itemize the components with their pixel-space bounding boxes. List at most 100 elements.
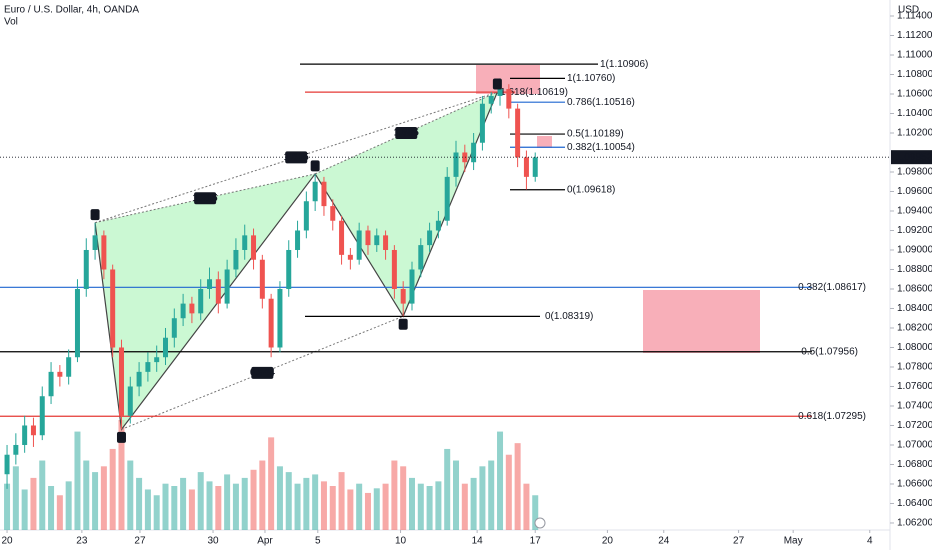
- volume-bar: [470, 477, 477, 530]
- volume-bar: [276, 466, 283, 530]
- candle-body: [110, 269, 116, 348]
- volume-bar: [479, 466, 486, 530]
- volume-bar: [180, 477, 187, 530]
- volume-bar: [426, 486, 433, 530]
- y-tick-label: 1.11200: [897, 30, 932, 41]
- fib-label: 1(1.10906): [600, 59, 648, 70]
- candle-body: [180, 303, 186, 319]
- x-tick-label: 10: [395, 536, 407, 547]
- candle-body: [259, 259, 265, 299]
- volume-bar: [382, 483, 389, 530]
- point-box: [116, 431, 126, 443]
- candle-body: [347, 254, 353, 260]
- volume-bar: [285, 472, 292, 530]
- candle-body: [74, 288, 80, 358]
- candle-body: [189, 303, 195, 314]
- candle-body: [418, 245, 424, 270]
- candle-body: [321, 181, 327, 207]
- currency-label: USD: [898, 5, 919, 16]
- candle-body: [374, 235, 380, 246]
- fib-label: 0.5(1.10189): [567, 129, 624, 140]
- point-label: B: [312, 161, 319, 172]
- volume-bar: [197, 472, 204, 530]
- volume-bar: [259, 460, 266, 530]
- fib-label: 0.5(1.07956): [801, 346, 858, 357]
- y-tick-label: 1.07000: [897, 440, 932, 451]
- x-tick-label: 30: [207, 536, 219, 547]
- candle-body: [365, 230, 371, 246]
- y-tick-label: 1.06400: [897, 498, 932, 509]
- y-tick-label: 1.09000: [897, 245, 932, 256]
- y-tick-label: 1.08800: [897, 264, 932, 275]
- volume-bar: [250, 469, 257, 530]
- fib-label: 0.786(1.10516): [567, 97, 635, 108]
- y-tick-label: 1.09800: [897, 167, 932, 178]
- candle-body: [224, 269, 230, 304]
- volume-bar: [136, 477, 143, 530]
- replay-icon[interactable]: [534, 517, 546, 529]
- candle-body: [171, 318, 177, 338]
- volume-bar: [39, 460, 46, 530]
- candle-body: [471, 142, 477, 163]
- candle-body: [57, 371, 63, 377]
- candle-body: [92, 235, 98, 250]
- volume-bar: [497, 431, 504, 530]
- volume-bar: [435, 481, 442, 530]
- y-tick-label: 1.10600: [897, 89, 932, 100]
- candle-body: [198, 288, 204, 314]
- y-tick-label: 1.09200: [897, 225, 932, 236]
- volume-bar: [162, 483, 169, 530]
- zone-box: [643, 290, 760, 353]
- candle-body: [295, 230, 301, 250]
- volume-bar: [65, 481, 72, 530]
- ratio-label: 1.615: [284, 152, 309, 163]
- x-tick-label: Apr: [257, 536, 273, 547]
- fib-label: 1(1.10760): [567, 73, 615, 84]
- ratio-line: [314, 91, 498, 175]
- y-tick-label: 1.08200: [897, 323, 932, 334]
- volume-bar: [400, 466, 407, 530]
- volume-bar: [215, 486, 222, 530]
- candle-body: [479, 103, 485, 143]
- fib-label: 1.618(1.10619): [500, 87, 568, 98]
- y-tick-label: 1.10800: [897, 69, 932, 80]
- y-tick-label: 1.06200: [897, 518, 932, 529]
- x-tick-label: May: [784, 536, 803, 547]
- volume-bar: [453, 460, 460, 530]
- x-tick-label: 24: [658, 536, 670, 547]
- volume-bar: [127, 460, 134, 530]
- y-tick-label: 1.06600: [897, 479, 932, 490]
- candle-body: [453, 152, 459, 177]
- volume-label: Vol: [4, 17, 18, 28]
- candle-body: [391, 249, 397, 289]
- y-tick-label: 1.07200: [897, 420, 932, 431]
- volume-bar: [514, 443, 521, 530]
- candle-body: [435, 220, 441, 231]
- fib-label: 0.382(1.08617): [798, 282, 866, 293]
- volume-bar: [92, 472, 99, 530]
- y-tick-label: 1.11000: [897, 50, 932, 61]
- y-tick-label: 1.09400: [897, 206, 932, 217]
- volume-bar: [21, 489, 28, 530]
- volume-bar: [523, 483, 530, 530]
- volume-bar: [224, 474, 231, 530]
- x-tick-label: 14: [472, 536, 484, 547]
- candle-body: [101, 235, 107, 270]
- fib-label: 0(1.08319): [545, 311, 593, 322]
- volume-bar: [505, 454, 512, 530]
- x-tick-label: 23: [76, 536, 88, 547]
- plot: 1.11400 1.11200 1.11000 1.10800 1.10600 1.104…: [0, 11, 932, 547]
- point-box: [90, 209, 100, 221]
- candle-body: [286, 249, 292, 289]
- fib-label: 0.382(1.10054): [567, 142, 635, 153]
- x-tick-label: 27: [134, 536, 146, 547]
- candle-body: [215, 279, 221, 304]
- y-tick-label: 1.08600: [897, 284, 932, 295]
- fib-label: 0(1.09618): [567, 184, 615, 195]
- candle-body: [462, 152, 468, 163]
- candle-body: [162, 337, 168, 358]
- volume-bar: [320, 481, 327, 530]
- ratio-box: [251, 366, 274, 379]
- y-tick-label: 1.08400: [897, 303, 932, 314]
